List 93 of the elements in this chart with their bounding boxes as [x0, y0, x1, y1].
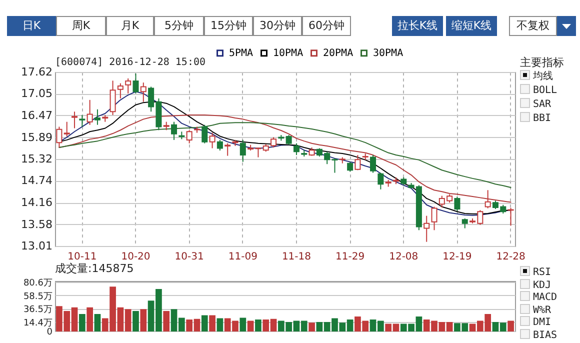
- y-tick-label: 14.74: [21, 174, 52, 188]
- text: W%R: [532, 304, 552, 317]
- candlestick: [186, 130, 192, 144]
- x-tick-label: 10-11: [68, 252, 97, 262]
- x-tick-label: 11-18: [282, 252, 312, 262]
- bar: [255, 320, 262, 332]
- text: 30分钟: [253, 16, 302, 36]
- text: BOLL: [532, 84, 558, 97]
- bar: [508, 320, 514, 332]
- legend-label: 10PMA: [273, 48, 304, 60]
- text: 5分钟: [154, 16, 204, 36]
- candlestick: [86, 99, 93, 126]
- bar: [132, 310, 139, 332]
- candlestick: [293, 142, 300, 156]
- candlestick: [424, 215, 430, 242]
- bar: [308, 322, 315, 332]
- y-tick-label: 16.47: [21, 108, 52, 122]
- y-tick-label: 14.4万: [23, 318, 52, 329]
- y-tick-label: 36.5万: [23, 305, 52, 316]
- candlestick: [431, 206, 438, 231]
- candlestick: [370, 154, 376, 174]
- y-tick-label: 80.6万: [23, 278, 52, 288]
- candlestick: [347, 161, 354, 172]
- x-tick-label: 12-19: [442, 252, 472, 262]
- y-tick-label: 0: [46, 328, 53, 338]
- legend-label: 30PMA: [373, 48, 404, 60]
- candlestick: [132, 73, 139, 94]
- candlestick: [94, 108, 100, 126]
- text: 主要指标: [520, 56, 564, 69]
- candlestick: [354, 154, 361, 171]
- candlestick: [216, 139, 223, 152]
- candlestick: [125, 78, 132, 94]
- text: 日K: [7, 16, 56, 36]
- y-tick-label: 17.05: [21, 87, 52, 100]
- y-tick-label: 13.01: [21, 240, 52, 252]
- bar: [216, 318, 224, 332]
- candlestick: [140, 82, 146, 102]
- bar: [247, 320, 254, 332]
- candlestick: [202, 124, 208, 144]
- y-tick-label: 17.62: [21, 66, 52, 78]
- bar: [201, 315, 208, 332]
- bar: [78, 314, 86, 332]
- candlestick: [56, 126, 62, 148]
- text: 15分钟: [204, 16, 253, 36]
- x-tick-label: 12-28: [496, 252, 526, 262]
- text: KDJ: [532, 278, 552, 292]
- text: DMI: [532, 316, 552, 330]
- legend-label: 20PMA: [323, 48, 354, 60]
- y-tick-label: 58.5万: [23, 292, 52, 302]
- text: 缩短K线: [446, 16, 497, 36]
- candlestick: [64, 121, 70, 138]
- candlestick: [454, 196, 460, 212]
- bar: [240, 318, 246, 332]
- x-tick-label: 11-09: [228, 252, 258, 262]
- text: SAR: [532, 98, 552, 111]
- text: RSI: [532, 266, 552, 279]
- text: 周K: [56, 16, 106, 36]
- candlestick: [72, 111, 78, 129]
- candlestick: [79, 114, 86, 128]
- y-tick-label: 13.58: [21, 218, 52, 231]
- x-tick-label: 10-20: [121, 252, 150, 262]
- bar: [163, 310, 170, 332]
- text: MACD: [532, 291, 558, 304]
- text: 月K: [106, 16, 154, 36]
- x-tick-label: 12-08: [389, 252, 418, 262]
- legend-label: 5PMA: [229, 48, 254, 60]
- y-tick-label: 15.89: [21, 130, 52, 144]
- bar: [140, 309, 147, 332]
- candlestick: [332, 158, 338, 174]
- x-tick-label: 10-31: [174, 252, 204, 262]
- text: 均线: [532, 70, 553, 83]
- text: 拉长K线: [392, 16, 443, 36]
- candlestick: [171, 121, 178, 140]
- line-series: [58, 122, 512, 188]
- text: BBI: [532, 112, 552, 125]
- bar: [209, 315, 216, 332]
- x-tick-label: 11-29: [336, 252, 365, 262]
- bar: [86, 307, 94, 332]
- candlestick: [209, 132, 216, 149]
- text: 60分钟: [302, 16, 351, 36]
- chart-title: [600074] 2016-12-28 15:00: [55, 57, 206, 68]
- text: BIAS: [532, 329, 558, 342]
- y-tick-label: 14.16: [21, 196, 52, 210]
- bar: [94, 314, 101, 332]
- chart-title: 成交量:145875: [55, 262, 134, 275]
- y-tick-label: 15.32: [21, 152, 52, 166]
- candlestick: [224, 142, 231, 156]
- candlestick: [484, 190, 491, 209]
- candlestick: [378, 172, 384, 190]
- candlestick: [462, 218, 468, 229]
- candlestick: [240, 139, 246, 162]
- text: 不复权: [509, 16, 557, 36]
- candlestick: [286, 134, 292, 146]
